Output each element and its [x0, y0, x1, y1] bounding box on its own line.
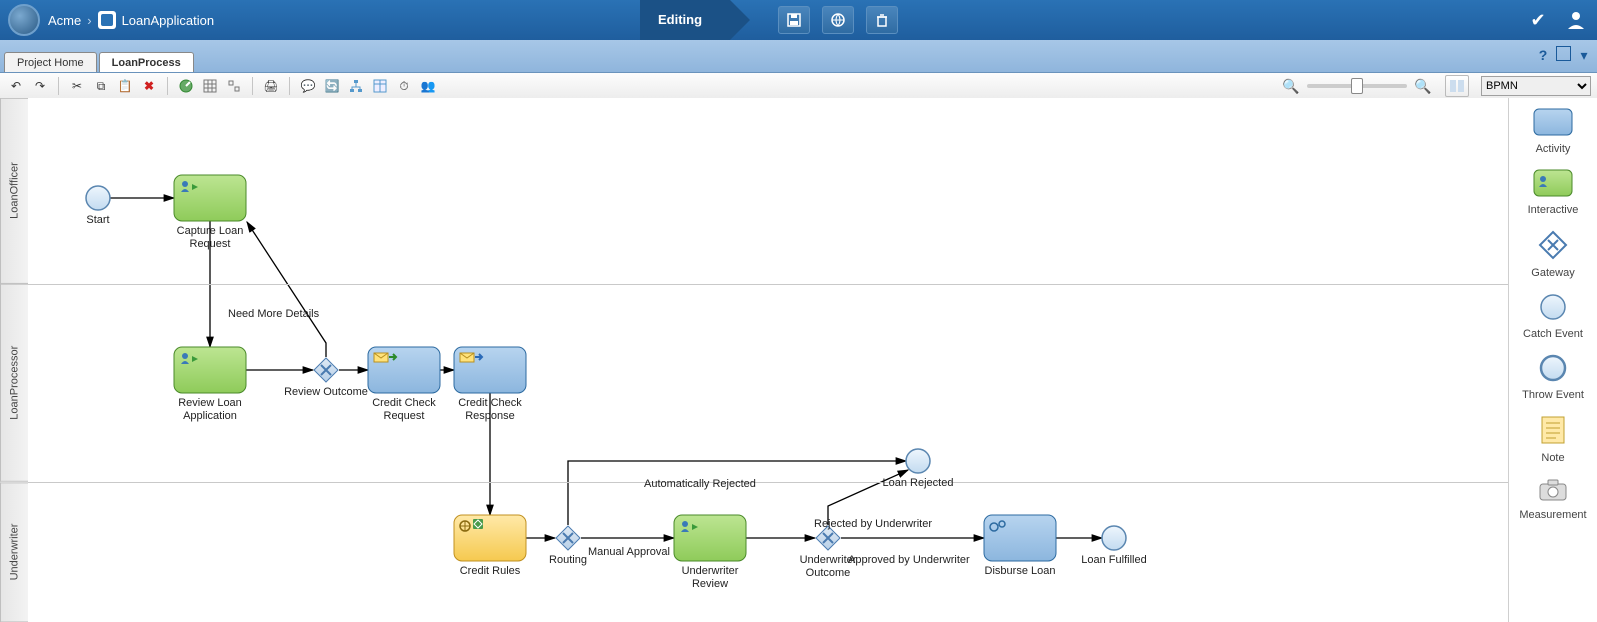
node-label-ccres: Credit Check Response: [445, 397, 535, 423]
event-start[interactable]: [86, 186, 110, 210]
node-label-disburse: Disburse Loan: [975, 565, 1065, 578]
save-button[interactable]: [778, 6, 810, 34]
event-fulfilled[interactable]: [1102, 526, 1126, 550]
node-label-review: Review Loan Application: [165, 397, 255, 423]
palette: Activity Interactive Gateway Catch Event Thr…: [1508, 98, 1597, 622]
hierarchy-icon[interactable]: [346, 76, 366, 96]
activity-disburse[interactable]: [984, 515, 1056, 561]
node-label-rules: Credit Rules: [445, 565, 535, 578]
undo-icon[interactable]: ↶: [6, 76, 26, 96]
edge[interactable]: [247, 222, 326, 357]
palette-camera[interactable]: Measurement: [1509, 474, 1597, 529]
lane-loanofficer[interactable]: LoanOfficer: [0, 98, 28, 284]
lane-loanprocessor[interactable]: LoanProcessor: [0, 284, 28, 482]
breadcrumb-project[interactable]: LoanApplication: [122, 13, 215, 28]
node-label-ccreq: Credit Check Request: [359, 397, 449, 423]
delete-button[interactable]: [866, 6, 898, 34]
palette-label: Gateway: [1509, 267, 1597, 279]
help-icon[interactable]: ?: [1534, 46, 1552, 64]
tab-loanprocess[interactable]: LoanProcess: [99, 52, 194, 72]
print-icon[interactable]: 🖨: [261, 76, 281, 96]
copy-icon[interactable]: ⧉: [91, 76, 111, 96]
app-orb-icon[interactable]: [8, 4, 40, 36]
tabbar: Project Home LoanProcess ? ▾: [0, 40, 1597, 73]
paste-icon[interactable]: 📋: [115, 76, 135, 96]
palette-gateway[interactable]: Gateway: [1509, 226, 1597, 287]
status-badge: Editing: [640, 0, 730, 40]
cut-icon[interactable]: ✂: [67, 76, 87, 96]
lane-underwriter[interactable]: Underwriter: [0, 482, 28, 622]
palette-throw[interactable]: Throw Event: [1509, 350, 1597, 409]
refresh-icon[interactable]: 🔄: [322, 76, 342, 96]
grid-icon[interactable]: [200, 76, 220, 96]
palette-label: Measurement: [1509, 509, 1597, 521]
palette-activity-green[interactable]: Interactive: [1509, 165, 1597, 224]
publish-button[interactable]: [822, 6, 854, 34]
palette-note[interactable]: Note: [1509, 411, 1597, 472]
redo-icon[interactable]: ↷: [30, 76, 50, 96]
check-icon[interactable]: ✔: [1525, 7, 1551, 33]
toolbar: ↶ ↷ ✂ ⧉ 📋 ✖ 🖨 💬 🔄 ⏱ 👥 🔍 🔍 BPMN: [0, 73, 1597, 100]
chevron-right-icon: ›: [87, 13, 91, 28]
titlebar: Acme › LoanApplication Editing ✔: [0, 0, 1597, 40]
palette-activity-blue[interactable]: Activity: [1509, 104, 1597, 163]
node-label-capture: Capture Loan Request: [165, 225, 255, 251]
zoom-in-icon[interactable]: 🔍: [1413, 76, 1433, 96]
node-label-gw3: Underwriter Outcome: [783, 554, 873, 580]
zoom-slider[interactable]: [1307, 84, 1407, 88]
palette-label: Note: [1509, 452, 1597, 464]
project-icon: [98, 11, 116, 29]
edge-label: Rejected by Underwriter: [814, 518, 932, 530]
edge-label: Automatically Rejected: [644, 478, 756, 490]
breadcrumb: Acme › LoanApplication: [48, 11, 214, 29]
palette-label: Interactive: [1509, 204, 1597, 216]
view-split-button[interactable]: [1445, 75, 1469, 97]
zoom-out-icon[interactable]: 🔍: [1281, 76, 1301, 96]
breadcrumb-org[interactable]: Acme: [48, 13, 81, 28]
notation-select[interactable]: BPMN: [1481, 76, 1591, 96]
maximize-icon[interactable]: [1556, 46, 1571, 61]
event-rejected[interactable]: [906, 449, 930, 473]
group-icon[interactable]: 👥: [418, 76, 438, 96]
validate-icon[interactable]: [176, 76, 196, 96]
dropdown-icon[interactable]: ▾: [1575, 46, 1593, 64]
timer-icon[interactable]: ⏱: [394, 76, 414, 96]
user-icon[interactable]: [1563, 7, 1589, 33]
palette-label: Throw Event: [1509, 389, 1597, 401]
align-icon[interactable]: [224, 76, 244, 96]
palette-label: Catch Event: [1509, 328, 1597, 340]
comment-icon[interactable]: 💬: [298, 76, 318, 96]
node-label-start: Start: [53, 214, 143, 227]
table-icon[interactable]: [370, 76, 390, 96]
node-label-fulfilled: Loan Fulfilled: [1069, 554, 1159, 567]
node-label-uwreview: Underwriter Review: [665, 565, 755, 591]
node-label-gw2: Routing: [523, 554, 613, 567]
node-label-rejected: Loan Rejected: [873, 477, 963, 490]
delete-red-icon[interactable]: ✖: [139, 76, 159, 96]
palette-label: Activity: [1509, 143, 1597, 155]
palette-catch[interactable]: Catch Event: [1509, 289, 1597, 348]
tab-project-home[interactable]: Project Home: [4, 52, 97, 72]
edge-label: Need More Details: [228, 308, 319, 320]
canvas[interactable]: LoanOfficerLoanProcessorUnderwriter Need…: [0, 98, 1508, 622]
node-label-gw1: Review Outcome: [281, 386, 371, 399]
